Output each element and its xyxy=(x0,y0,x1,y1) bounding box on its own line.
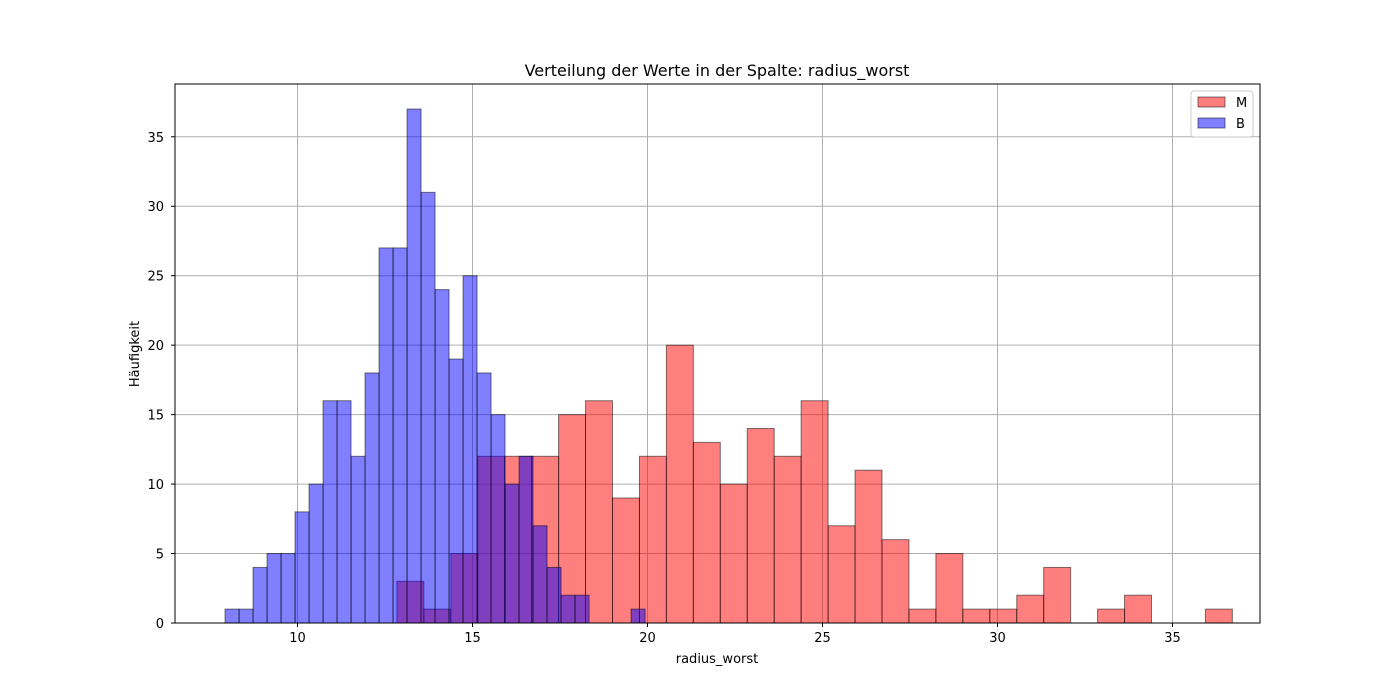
legend-swatch-b xyxy=(1197,117,1226,129)
series-b-bars xyxy=(224,108,646,624)
bar-b xyxy=(574,594,590,624)
bar-b xyxy=(504,483,520,624)
y-tick-label: 0 xyxy=(156,617,164,632)
bar-b xyxy=(308,483,324,624)
bar-b xyxy=(406,108,422,624)
bar-b xyxy=(560,594,576,624)
bar-b xyxy=(238,608,254,624)
bar-m xyxy=(585,400,613,624)
y-tick-label: 20 xyxy=(147,339,164,354)
y-tick-label: 10 xyxy=(147,478,164,493)
bar-b xyxy=(532,525,548,624)
bar-m xyxy=(989,608,1018,624)
x-tick-label: 15 xyxy=(464,631,481,646)
y-tick-label: 5 xyxy=(156,548,164,563)
bar-m xyxy=(665,344,694,624)
bar-m xyxy=(638,455,667,624)
bar-m xyxy=(612,497,640,624)
x-tick-label: 20 xyxy=(639,631,656,646)
legend-label-m: M xyxy=(1236,96,1247,111)
bar-m xyxy=(800,400,829,624)
bar-m xyxy=(935,553,964,624)
bar-b xyxy=(336,400,352,624)
y-axis-ticks: 0 5 10 15 20 25 30 35 xyxy=(147,131,175,632)
y-tick-label: 30 xyxy=(147,200,164,215)
bar-m xyxy=(558,414,587,624)
legend: M B xyxy=(1190,90,1254,138)
bar-b xyxy=(392,247,408,624)
bar-m xyxy=(1016,594,1045,624)
bar-b xyxy=(546,566,562,624)
bar-b xyxy=(322,400,338,624)
y-tick-label: 25 xyxy=(147,270,164,285)
bar-m xyxy=(773,455,802,624)
bar-m xyxy=(1204,608,1233,624)
bar-b xyxy=(434,289,450,624)
bar-m xyxy=(692,441,721,624)
bar-b xyxy=(490,414,506,624)
x-tick-label: 25 xyxy=(814,631,831,646)
bar-b xyxy=(364,372,380,624)
y-tick-label: 35 xyxy=(147,131,164,146)
bar-b xyxy=(224,608,240,624)
bar-b xyxy=(378,247,394,624)
bar-m xyxy=(1097,608,1126,624)
bar-b xyxy=(476,372,492,624)
bar-b xyxy=(462,275,478,624)
bar-b xyxy=(252,566,268,624)
x-tick-label: 10 xyxy=(289,631,306,646)
bar-b xyxy=(448,358,464,624)
bar-m xyxy=(746,428,775,624)
bar-b xyxy=(350,455,366,624)
y-axis-label: Häufigkeit xyxy=(128,321,143,387)
bar-b xyxy=(294,511,310,624)
bar-b xyxy=(420,191,436,624)
bar-m xyxy=(881,539,910,624)
bar-m xyxy=(719,483,748,624)
chart-title: Verteilung der Werte in der Spalte: radi… xyxy=(525,61,910,81)
x-tick-label: 35 xyxy=(1164,631,1181,646)
bar-b xyxy=(518,455,534,624)
bar-b xyxy=(266,553,282,624)
x-axis-ticks: 10 15 20 25 30 35 xyxy=(289,623,1181,646)
legend-label-b: B xyxy=(1236,117,1245,132)
bar-m xyxy=(1043,566,1072,624)
bar-m xyxy=(854,469,883,624)
legend-swatch-m xyxy=(1197,96,1226,108)
plot-frame xyxy=(174,83,1261,624)
x-tick-label: 30 xyxy=(989,631,1006,646)
x-axis-label: radius_worst xyxy=(676,652,759,667)
bar-m xyxy=(962,608,991,624)
bar-m xyxy=(1124,594,1153,624)
bar-m xyxy=(827,525,856,624)
bar-m xyxy=(908,608,937,624)
y-tick-label: 15 xyxy=(147,409,164,424)
bar-b xyxy=(630,608,646,624)
bar-b xyxy=(280,553,296,624)
